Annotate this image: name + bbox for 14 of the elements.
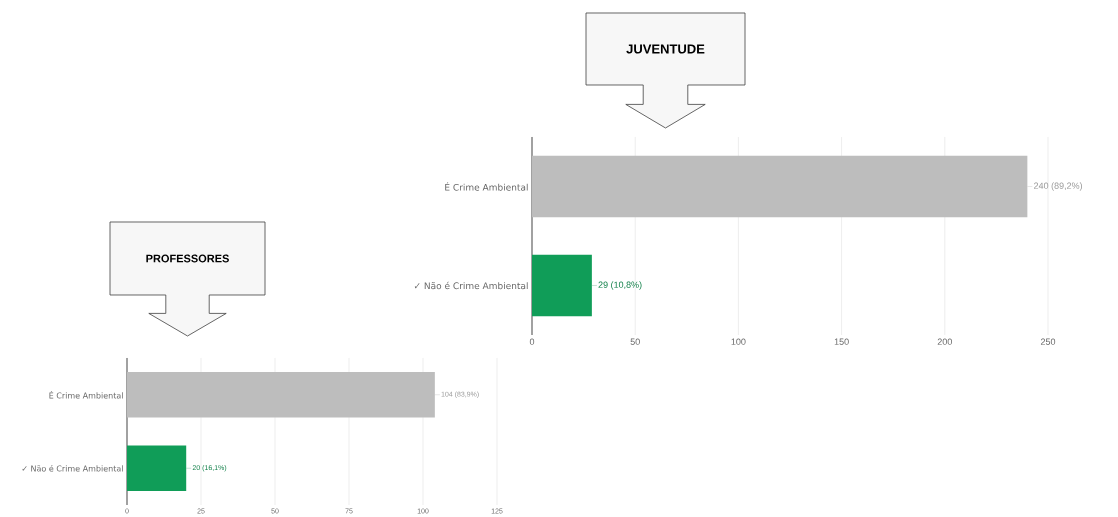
- x-tick-label: 200: [937, 338, 952, 345]
- x-tick-label: 50: [630, 338, 640, 345]
- y-tick-label: É Crime Ambiental: [445, 182, 528, 191]
- x-tick-label: 150: [834, 338, 849, 345]
- data-label: 29 (10,8%): [598, 281, 642, 290]
- x-tick-label: 0: [529, 338, 535, 345]
- data-label: 240 (89,2%): [1034, 182, 1083, 191]
- y-tick-label: É Crime Ambiental: [49, 391, 123, 399]
- x-tick-label: 100: [731, 338, 746, 345]
- y-tick-label: ✓ Não é Crime Ambiental: [414, 281, 528, 290]
- chart-title: PROFESSORES: [146, 254, 229, 263]
- y-tick-label: ✓ Não é Crime Ambiental: [22, 465, 123, 472]
- chart-title: JUVENTUDE: [626, 44, 705, 54]
- x-tick-label: 250: [1040, 338, 1056, 345]
